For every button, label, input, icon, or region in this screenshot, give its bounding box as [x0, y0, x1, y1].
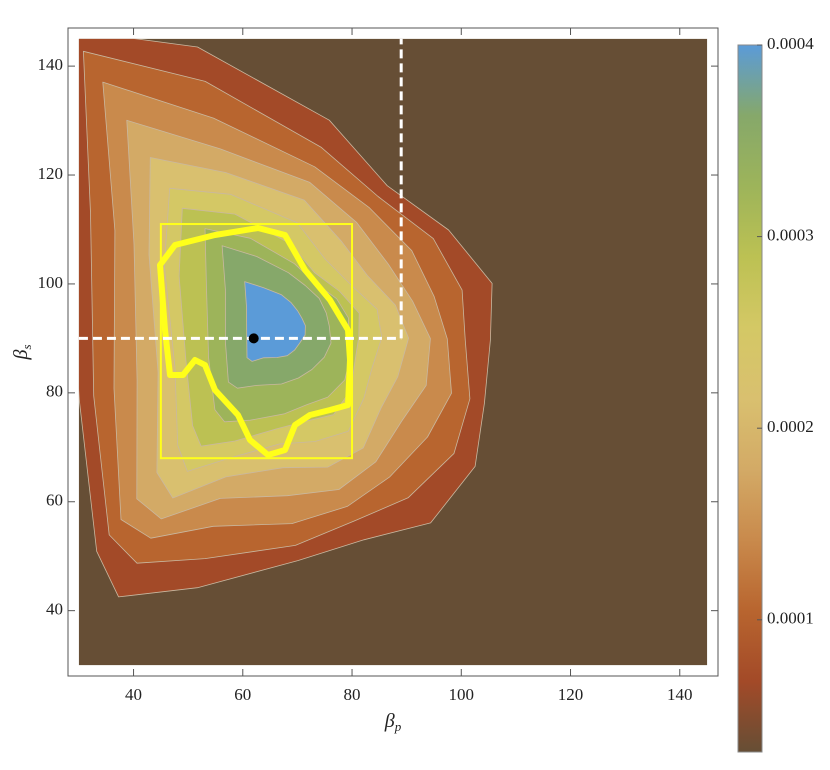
axes-frame	[67, 27, 719, 677]
colorbar-tick-label: 0.0004	[767, 34, 814, 53]
x-tick-label: 120	[558, 685, 584, 704]
plot-area	[78, 38, 708, 666]
best-fit-point	[248, 333, 259, 344]
highlight-contour	[157, 225, 353, 458]
colorbar-tick-label: 0.0002	[767, 417, 814, 436]
y-tick-label: 40	[46, 600, 63, 619]
y-tick-label: 120	[38, 164, 64, 183]
contour-band	[244, 281, 306, 362]
x-tick-label: 140	[667, 685, 693, 704]
x-tick-label: 80	[344, 685, 361, 704]
colorbar	[737, 44, 763, 753]
y-tick-label: 60	[46, 491, 63, 510]
selection-box	[159, 223, 354, 460]
y-axis-label: βs	[10, 344, 34, 360]
x-tick-label: 60	[234, 685, 251, 704]
x-tick-label: 100	[449, 685, 475, 704]
colorbar-tick-label: 0.0001	[767, 609, 814, 628]
contours	[78, 38, 493, 598]
y-tick-label: 80	[46, 382, 63, 401]
x-axis-label: βp	[384, 710, 402, 734]
colorbar-tick-label: 0.0003	[767, 226, 814, 245]
y-tick-label: 140	[38, 55, 64, 74]
y-tick-label: 100	[38, 273, 64, 292]
x-tick-label: 40	[125, 685, 142, 704]
